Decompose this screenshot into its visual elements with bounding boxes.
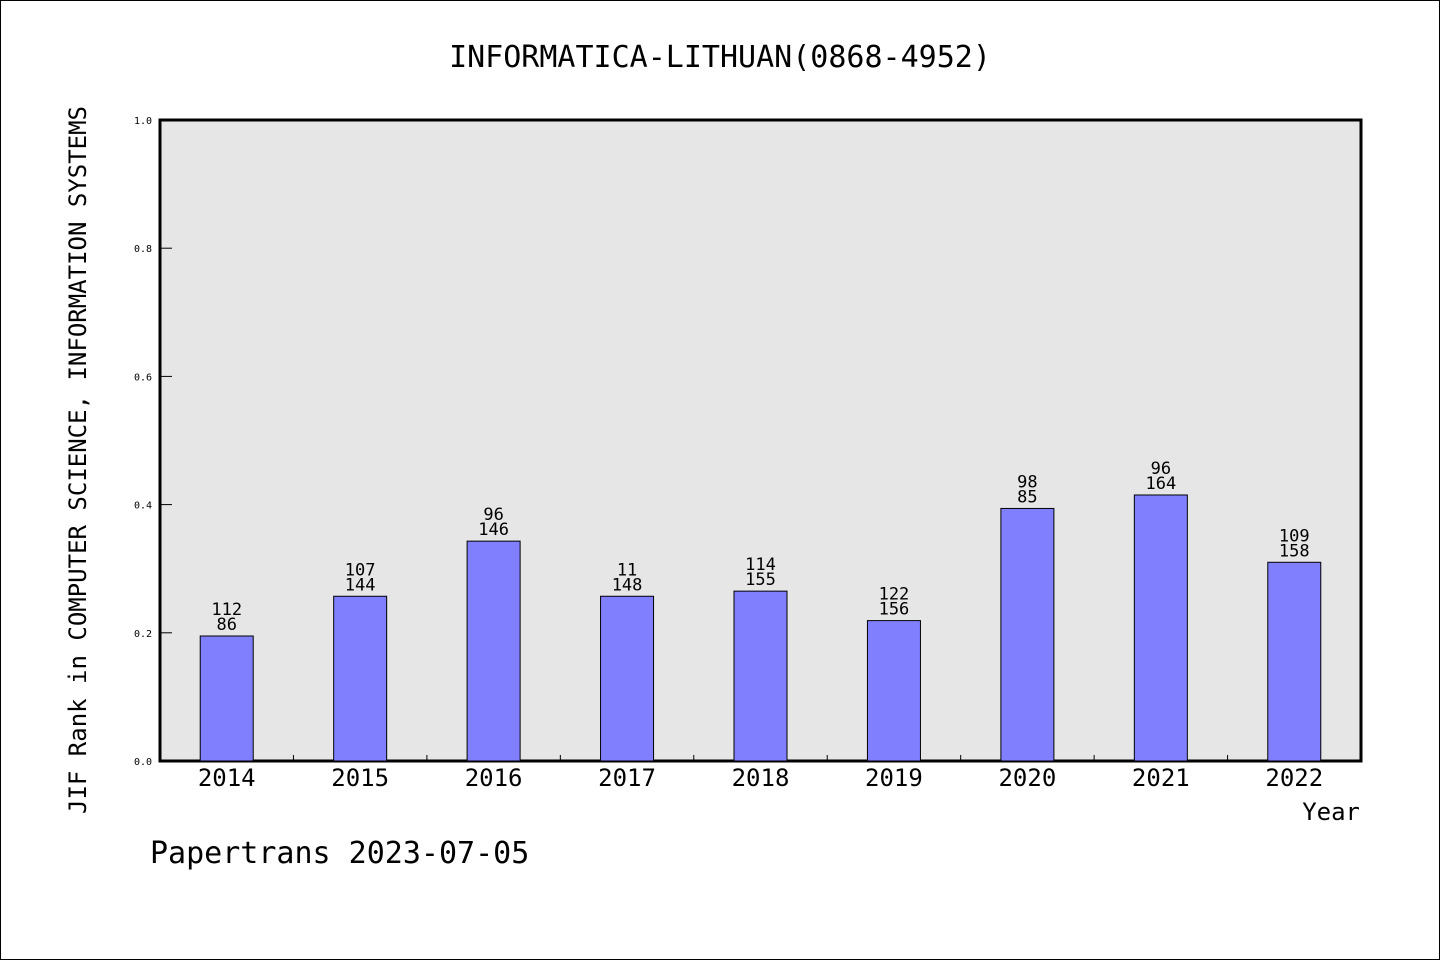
- y-axis-ticks: 0.0 0.2 0.4 0.6 0.8 1.0: [134, 116, 172, 768]
- bar-label-total: 146: [478, 520, 509, 540]
- x-tick-label: 2016: [465, 764, 523, 792]
- x-tick-label: 2020: [998, 764, 1056, 792]
- x-tick-label: 2017: [598, 764, 656, 792]
- bar-label-rank: 11: [617, 560, 637, 580]
- bar-2015: [333, 595, 388, 762]
- y-tick-label: 1.0: [134, 116, 152, 127]
- y-axis-title: JIF Rank in COMPUTER SCIENCE, INFORMATIO…: [64, 106, 92, 814]
- y-tick-label: 0.0: [134, 757, 152, 768]
- bar-labels: 1128610714496146111481141551221569885961…: [211, 459, 1309, 635]
- bar-2018: [733, 590, 788, 762]
- x-tick-label: 2022: [1265, 764, 1323, 792]
- y-tick-label: 0.4: [134, 501, 152, 512]
- bar-2017: [600, 595, 655, 762]
- y-tick-label: 0.8: [134, 244, 152, 255]
- bar-label-rank: 96: [1151, 459, 1171, 479]
- y-tick-label: 0.6: [134, 372, 152, 383]
- bar-2022: [1267, 561, 1322, 762]
- x-axis-title: Year: [1302, 798, 1360, 826]
- y-tick-label: 0.2: [134, 629, 152, 640]
- x-axis-labels: 2014 2015 2016 2017 2018 2019 2020 2021 2022: [198, 764, 1323, 792]
- bar-label-total: 164: [1145, 474, 1176, 494]
- bar-2020: [1000, 507, 1055, 762]
- bar-label-rank: 112: [211, 600, 242, 620]
- bar-label-total: 155: [745, 570, 776, 590]
- bar-label-rank: 96: [483, 505, 503, 525]
- bar-series: [199, 494, 1322, 762]
- bar-label-rank: 107: [345, 560, 376, 580]
- bar-label-rank: 98: [1017, 472, 1037, 492]
- bar-label-rank: 114: [745, 555, 776, 575]
- bar-label-rank: 122: [879, 585, 910, 605]
- bar-label-total: 156: [879, 600, 910, 620]
- bar-label-total: 85: [1017, 487, 1037, 507]
- bar-label-total: 158: [1279, 541, 1310, 561]
- x-axis-ticks: [292, 755, 1229, 761]
- bar-2014: [199, 635, 254, 762]
- watermark: Papertrans 2023-07-05: [150, 836, 529, 871]
- x-tick-label: 2014: [198, 764, 256, 792]
- bar-2021: [1133, 494, 1188, 762]
- bar-2016: [466, 540, 521, 762]
- bar-label-total: 144: [345, 575, 376, 595]
- x-tick-label: 2015: [331, 764, 389, 792]
- x-tick-label: 2019: [865, 764, 923, 792]
- bar-label-rank: 109: [1279, 526, 1310, 546]
- x-tick-label: 2018: [732, 764, 790, 792]
- x-tick-label: 2021: [1132, 764, 1190, 792]
- bar-label-total: 86: [216, 615, 236, 635]
- bar-2019: [866, 620, 921, 762]
- bar-label-total: 148: [612, 575, 643, 595]
- chart-title: INFORMATICA-LITHUAN(0868-4952): [449, 40, 991, 75]
